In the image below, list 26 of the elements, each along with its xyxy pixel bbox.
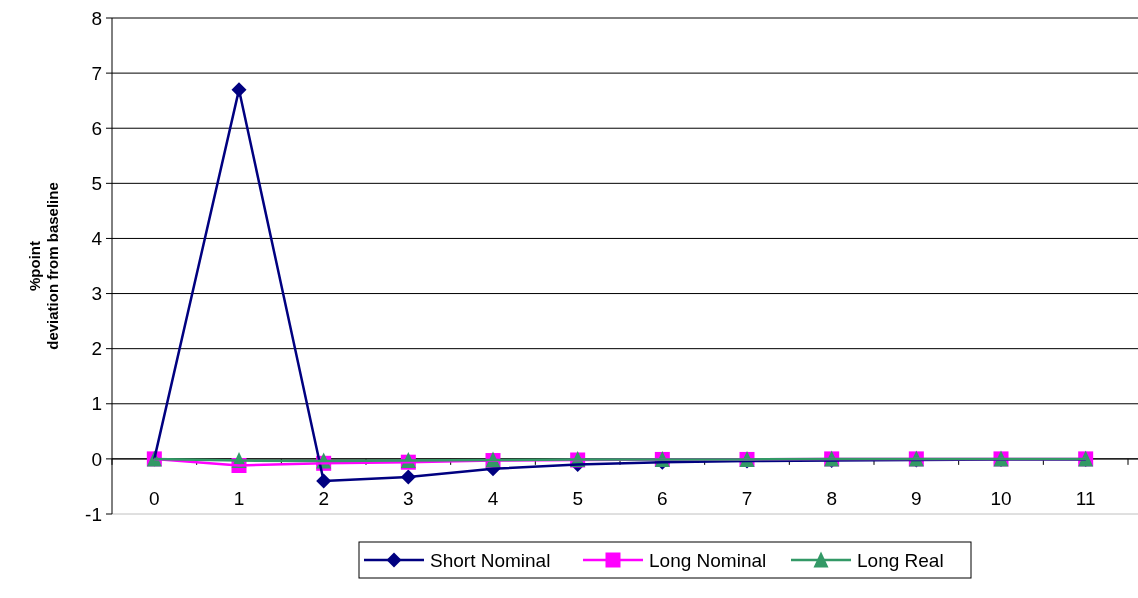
y-axis-title: %point deviation from baseline xyxy=(26,182,61,350)
y-tick-label: 0 xyxy=(91,448,102,470)
y-tick-label: 7 xyxy=(91,62,102,84)
x-tick-label: 1 xyxy=(233,487,245,509)
x-tick-label: 10 xyxy=(990,487,1012,509)
x-tick-label: 11 xyxy=(1075,487,1096,509)
legend-label: Long Real xyxy=(857,549,944,571)
x-tick-label: 9 xyxy=(911,487,922,509)
legend-label: Long Nominal xyxy=(649,549,767,571)
y-tick-label: 4 xyxy=(91,228,103,250)
x-tick-label: 6 xyxy=(657,487,668,509)
x-tick-label: 5 xyxy=(572,487,583,509)
y-tick-label: 2 xyxy=(91,338,102,360)
x-tick-label: 0 xyxy=(149,487,160,509)
legend-label: Short Nominal xyxy=(430,549,551,571)
y-tick-label: 1 xyxy=(91,393,102,415)
y-tick-label: 5 xyxy=(91,172,102,194)
y-tick-label: 3 xyxy=(91,283,102,305)
x-tick-label: 3 xyxy=(403,487,414,509)
x-tick-label: 2 xyxy=(318,487,329,509)
x-tick-label: 8 xyxy=(826,487,837,509)
y-tick-label: 8 xyxy=(91,7,102,29)
y-tick-label: -1 xyxy=(85,503,102,525)
y-tick-label: 6 xyxy=(91,117,102,139)
x-tick-label: 4 xyxy=(487,487,499,509)
x-tick-label: 7 xyxy=(741,487,753,509)
